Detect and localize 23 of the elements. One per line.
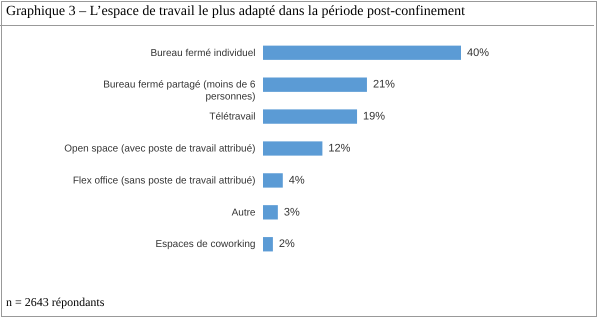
data-label: 12% [328, 142, 351, 154]
bar [263, 237, 273, 252]
bar [263, 205, 278, 220]
data-label: 40% [467, 46, 490, 59]
y-tick-label: Bureau fermé partagé (moins de 6 personnes) [103, 80, 256, 103]
data-label: 21% [372, 78, 396, 91]
bar [263, 141, 322, 156]
bar [263, 109, 358, 124]
y-tick-label: Autre [232, 207, 256, 218]
text: n = 2643 répondants [6, 295, 104, 310]
bar [263, 77, 367, 92]
chart-title: Graphique 3 – L’espace de travail le plus adapté dans la période post-confinement [6, 4, 465, 20]
y-tick-label: Open space (avec poste de travail attribué) [64, 144, 256, 154]
y-tick-label: Flex office (sans poste de travail attribué) [72, 175, 256, 186]
data-label: 2% [278, 238, 296, 250]
y-tick-label: Bureau fermé individuel [150, 48, 256, 59]
data-label: 3% [284, 206, 300, 218]
bar [263, 46, 461, 60]
bar [263, 173, 283, 188]
data-label: 19% [363, 110, 386, 123]
y-tick-label: Télétravail [209, 112, 256, 123]
data-label: 4% [288, 174, 305, 186]
y-tick-label: Espaces de coworking [155, 239, 256, 250]
